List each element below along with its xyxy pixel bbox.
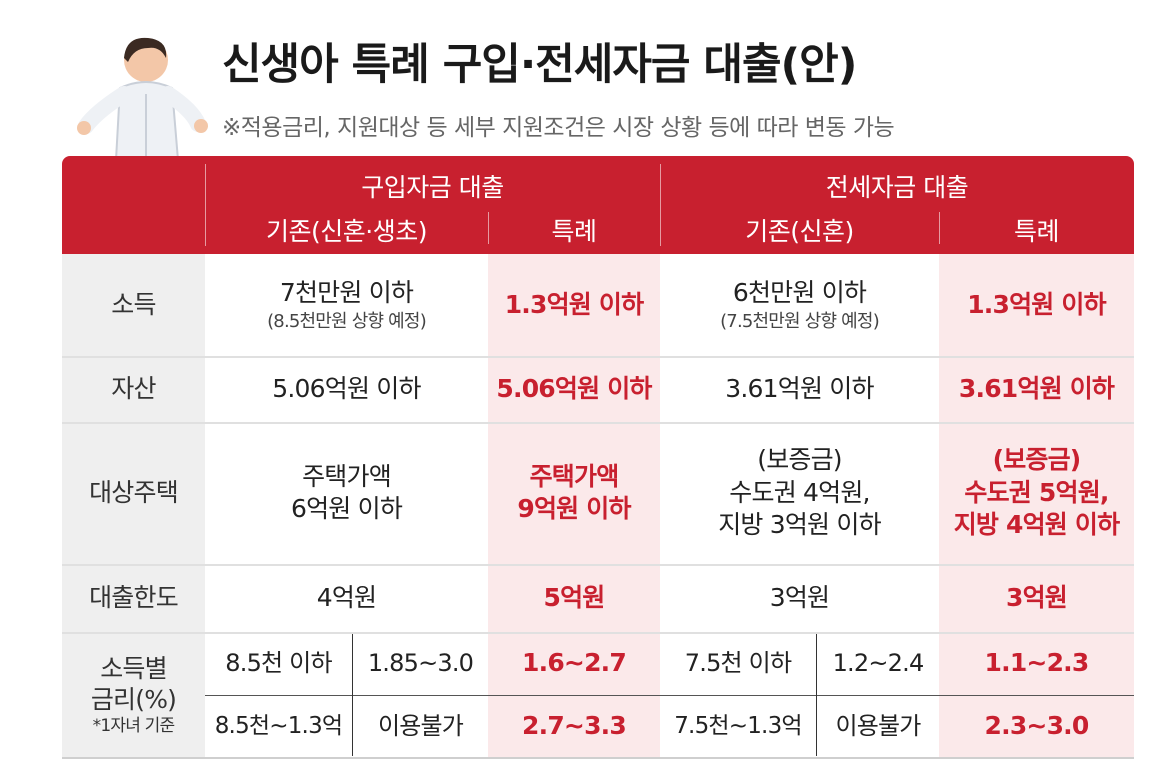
housing-jeonse-base-line1: (보증금) [757,445,842,475]
housing-purchase-special: 주택가액 9억원 이하 [488,422,660,564]
rate1-jeonse-special: 1.1~2.3 [984,648,1090,678]
page-title: 신생아 특례 구입·전세자금 대출(안) [222,40,857,90]
rate-label-line2: 금리(%) [90,685,177,715]
header-jeonse-base: 기존(신혼) [745,217,854,246]
rate2-purchase-rate: 이용불가 [377,711,464,740]
rate2-purchase-income: 8.5천~1.3억 [214,712,343,739]
jeonse-special-column [939,254,1134,758]
housing-jeonse-base: (보증금) 수도권 4억원, 지방 3억원 이하 [660,422,939,564]
rate2-jeonse-income: 7.5천~1.3억 [674,712,802,739]
housing-jeonse-special-line2: 수도권 5억원, [964,477,1109,507]
income-jeonse-special: 1.3억원 이하 [967,289,1106,319]
housing-purchase-special-line1: 주택가액 [529,461,620,491]
income-purchase-base-value: 7천만원 이하 [279,278,414,308]
rate1-jeonse-income: 7.5천 이하 [684,648,792,677]
assets-jeonse-special: 3.61억원 이하 [958,373,1115,403]
housing-jeonse-special-line3: 지방 4억원 이하 [953,510,1120,540]
housing-purchase-special-line2: 9억원 이하 [517,494,631,523]
rate2-jeonse-special: 2.3~3.0 [984,711,1090,741]
header-purchase-special: 특례 [551,217,597,246]
rate1-jeonse-rate: 1.2~2.4 [832,648,925,677]
housing-jeonse-special-line1: (보증금) [992,445,1082,475]
housing-jeonse-base-line2: 수도권 4억원, [729,477,870,507]
housing-purchase-base-line2: 6억원 이하 [290,494,403,523]
income-purchase-base: 7천만원 이하 (8.5천만원 상향 예정) [205,254,488,356]
table-header: 구입자금 대출 전세자금 대출 기존(신혼·생초) 특례 기존(신혼) 특례 [62,156,1134,254]
housing-purchase-base-line1: 주택가액 [302,461,392,491]
limit-purchase-base: 4억원 [316,582,377,612]
header-purchase-base: 기존(신혼·생초) [266,217,427,246]
rate1-purchase-income: 8.5천 이하 [225,648,332,677]
housing-jeonse-base-line3: 지방 3억원 이하 [718,510,881,540]
housing-jeonse-special: (보증금) 수도권 5억원, 지방 4억원 이하 [939,422,1134,564]
income-purchase-special: 1.3억원 이하 [504,289,644,319]
housing-purchase-base: 주택가액 6억원 이하 [205,422,488,564]
rate2-purchase-special: 2.7~3.3 [522,711,627,741]
row-label-housing: 대상주택 [62,422,205,564]
header-jeonse-special: 특례 [1013,217,1060,246]
rate2-jeonse-rate: 이용불가 [835,711,921,740]
rate-label-line1: 소득별 [100,654,167,684]
income-purchase-base-note: (8.5천만원 상향 예정) [267,310,427,332]
assets-purchase-base: 5.06억원 이하 [272,373,421,403]
row-label-income: 소득 [62,254,205,356]
row-label-limit: 대출한도 [62,564,205,632]
limit-jeonse-base: 3억원 [769,582,830,612]
rate1-purchase-special: 1.6~2.7 [522,648,627,678]
assets-purchase-special: 5.06억원 이하 [496,373,652,403]
purchase-special-column [488,254,660,758]
header-purchase: 구입자금 대출 [361,173,504,202]
assets-jeonse-base: 3.61억원 이하 [725,373,874,403]
income-jeonse-base-note: (7.5천만원 상향 예정) [720,310,880,332]
footnote: ※적용금리, 지원대상 등 세부 지원조건은 시장 상황 등에 따라 변동 가능 [222,115,895,141]
income-jeonse-base-value: 6천만원 이하 [732,278,867,308]
income-jeonse-base: 6천만원 이하 (7.5천만원 상향 예정) [660,254,939,356]
row-label-assets: 자산 [62,356,205,422]
header-jeonse: 전세자금 대출 [825,173,969,202]
limit-jeonse-special: 3억원 [1006,582,1068,612]
rate-label-note: *1자녀 기준 [92,715,175,736]
rate1-purchase-rate: 1.85~3.0 [367,648,474,677]
limit-purchase-special: 5억원 [543,582,606,612]
row-label-rate: 소득별 금리(%) *1자녀 기준 [62,632,205,758]
